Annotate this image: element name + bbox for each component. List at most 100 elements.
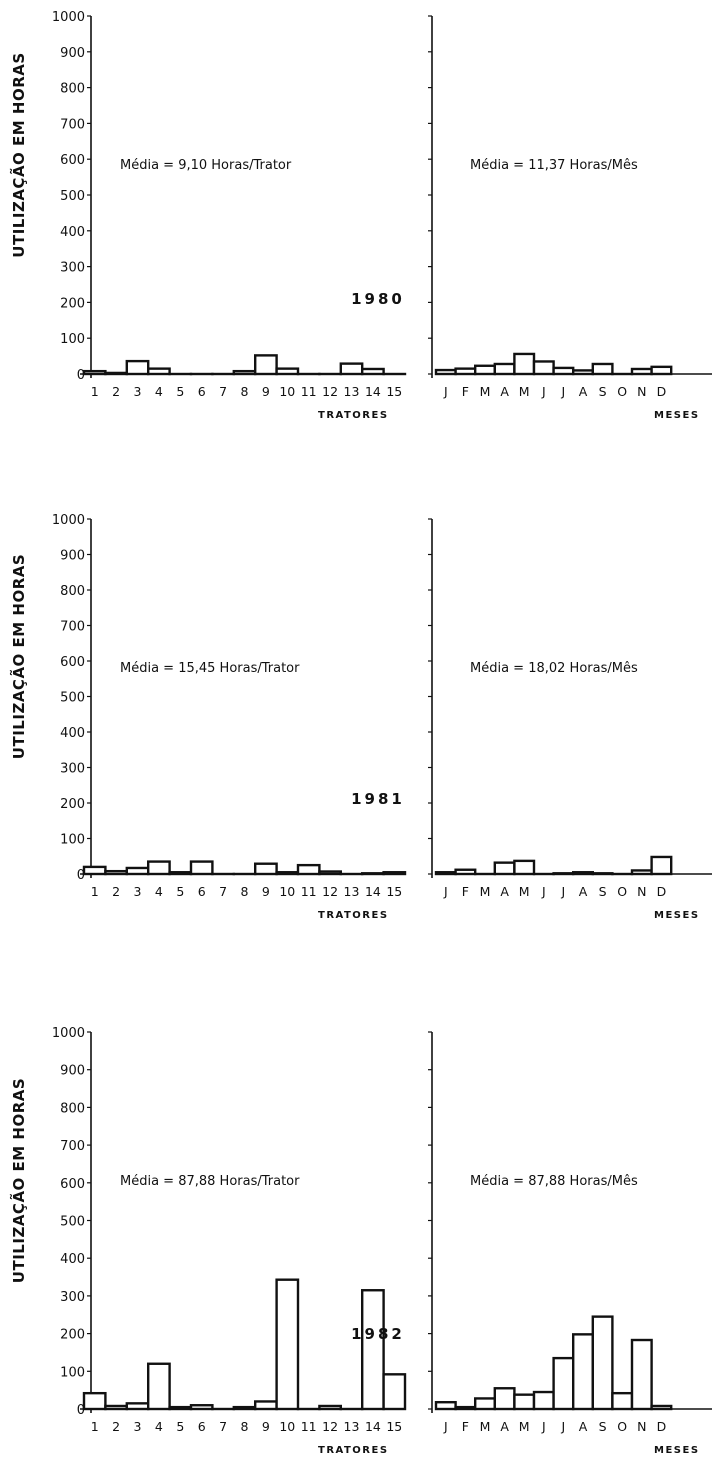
y-tick-label: 700 <box>60 117 85 132</box>
x-axis-label: TRATORES <box>318 1445 389 1456</box>
x-tick-label: N <box>637 884 646 899</box>
x-tick-label: 4 <box>155 384 163 399</box>
x-tick-label: 5 <box>176 384 184 399</box>
y-tick-label: 600 <box>60 655 85 670</box>
bar <box>591 362 614 376</box>
bar <box>454 1405 477 1411</box>
bar <box>493 1387 516 1411</box>
x-tick-label: 7 <box>219 384 227 399</box>
chart-left-1982: 10009008007006005004003002001000UTILIZAÇ… <box>9 1026 407 1456</box>
x-tick-label: A <box>500 884 509 899</box>
y-tick-label: 1000 <box>52 1026 85 1041</box>
x-tick-label: 8 <box>241 384 249 399</box>
x-axis-label: TRATORES <box>318 910 389 921</box>
mean-annotation: Média = 15,45 Horas/Trator <box>120 661 300 676</box>
year-label: 1980 <box>351 290 405 308</box>
x-tick-label: 1 <box>91 384 99 399</box>
y-tick-label: 700 <box>60 1139 85 1154</box>
x-tick-label: 6 <box>198 1419 206 1434</box>
x-tick-label: 14 <box>365 384 381 399</box>
bar <box>296 863 321 876</box>
x-tick-label: 10 <box>279 1419 295 1434</box>
y-tick-label: 100 <box>60 332 85 347</box>
bar <box>650 855 673 876</box>
x-tick-label: A <box>500 1419 509 1434</box>
x-tick-label: S <box>599 884 607 899</box>
x-tick-label: 2 <box>112 884 120 899</box>
y-tick-label: 200 <box>60 1328 85 1343</box>
y-tick-label: 300 <box>60 762 85 777</box>
x-tick-label: J <box>541 884 546 899</box>
chart-left-1981: 10009008007006005004003002001000UTILIZAÇ… <box>9 513 407 921</box>
y-tick-label: 500 <box>60 691 85 706</box>
x-tick-label: J <box>443 1419 448 1434</box>
x-axis-label: MESES <box>654 910 700 921</box>
chart-panels: 10009008007006005004003002001000UTILIZAÇ… <box>9 10 712 1456</box>
x-tick-label: 10 <box>279 884 295 899</box>
x-tick-label: 12 <box>322 1419 338 1434</box>
x-tick-label: J <box>541 1419 546 1434</box>
y-tick-label: 600 <box>60 153 85 168</box>
bar <box>275 871 300 876</box>
bar <box>650 365 673 376</box>
bar <box>361 1289 385 1411</box>
x-tick-label: 15 <box>386 384 402 399</box>
mean-annotation: Média = 9,10 Horas/Trator <box>120 158 292 173</box>
x-tick-label: J <box>443 384 448 399</box>
bar <box>591 1315 614 1411</box>
x-tick-label: M <box>519 884 530 899</box>
bar <box>382 871 407 876</box>
x-tick-label: 11 <box>301 884 317 899</box>
bar <box>650 1404 673 1411</box>
x-tick-label: N <box>637 384 646 399</box>
x-axis-label: MESES <box>654 410 700 421</box>
x-tick-label: 3 <box>134 384 142 399</box>
x-tick-label: 9 <box>262 384 270 399</box>
bar <box>125 866 150 876</box>
bar <box>532 360 555 376</box>
bar <box>318 1404 342 1411</box>
bar <box>318 870 342 876</box>
bar <box>532 1390 555 1411</box>
bar <box>434 871 457 876</box>
x-tick-label: F <box>462 1419 469 1434</box>
mean-annotation: Média = 87,88 Horas/Trator <box>120 1174 300 1189</box>
x-tick-label: O <box>617 384 627 399</box>
x-tick-label: J <box>541 384 546 399</box>
y-tick-label: 200 <box>60 797 85 812</box>
bar <box>513 1393 536 1411</box>
x-tick-label: O <box>617 1419 627 1434</box>
bar <box>146 860 171 876</box>
x-tick-label: J <box>561 1419 566 1434</box>
bar <box>474 1397 497 1411</box>
x-tick-label: 6 <box>198 384 206 399</box>
bar <box>253 354 278 376</box>
bar <box>168 1405 193 1411</box>
bar <box>454 367 477 376</box>
x-tick-label: 13 <box>344 1419 360 1434</box>
bar <box>253 1400 278 1411</box>
y-tick-label: 900 <box>60 549 85 564</box>
mean-annotation: Média = 11,37 Horas/Mês <box>470 158 638 173</box>
bar <box>630 367 653 376</box>
y-axis-label: UTILIZAÇÃO EM HORAS <box>9 1078 28 1283</box>
x-tick-label: 7 <box>219 884 227 899</box>
x-tick-label: N <box>637 1419 646 1434</box>
bar <box>253 862 278 876</box>
bar <box>146 367 171 376</box>
bar <box>552 1356 575 1411</box>
x-tick-label: 11 <box>301 384 317 399</box>
mean-annotation: Média = 87,88 Horas/Mês <box>470 1174 638 1189</box>
y-tick-label: 700 <box>60 620 85 635</box>
bar <box>513 859 536 876</box>
y-tick-label: 500 <box>60 189 85 204</box>
x-tick-label: S <box>599 1419 607 1434</box>
mean-annotation: Média = 18,02 Horas/Mês <box>470 661 638 676</box>
bar <box>630 1338 653 1411</box>
bar <box>82 1391 107 1411</box>
x-tick-label: M <box>519 1419 530 1434</box>
bar <box>339 362 364 376</box>
